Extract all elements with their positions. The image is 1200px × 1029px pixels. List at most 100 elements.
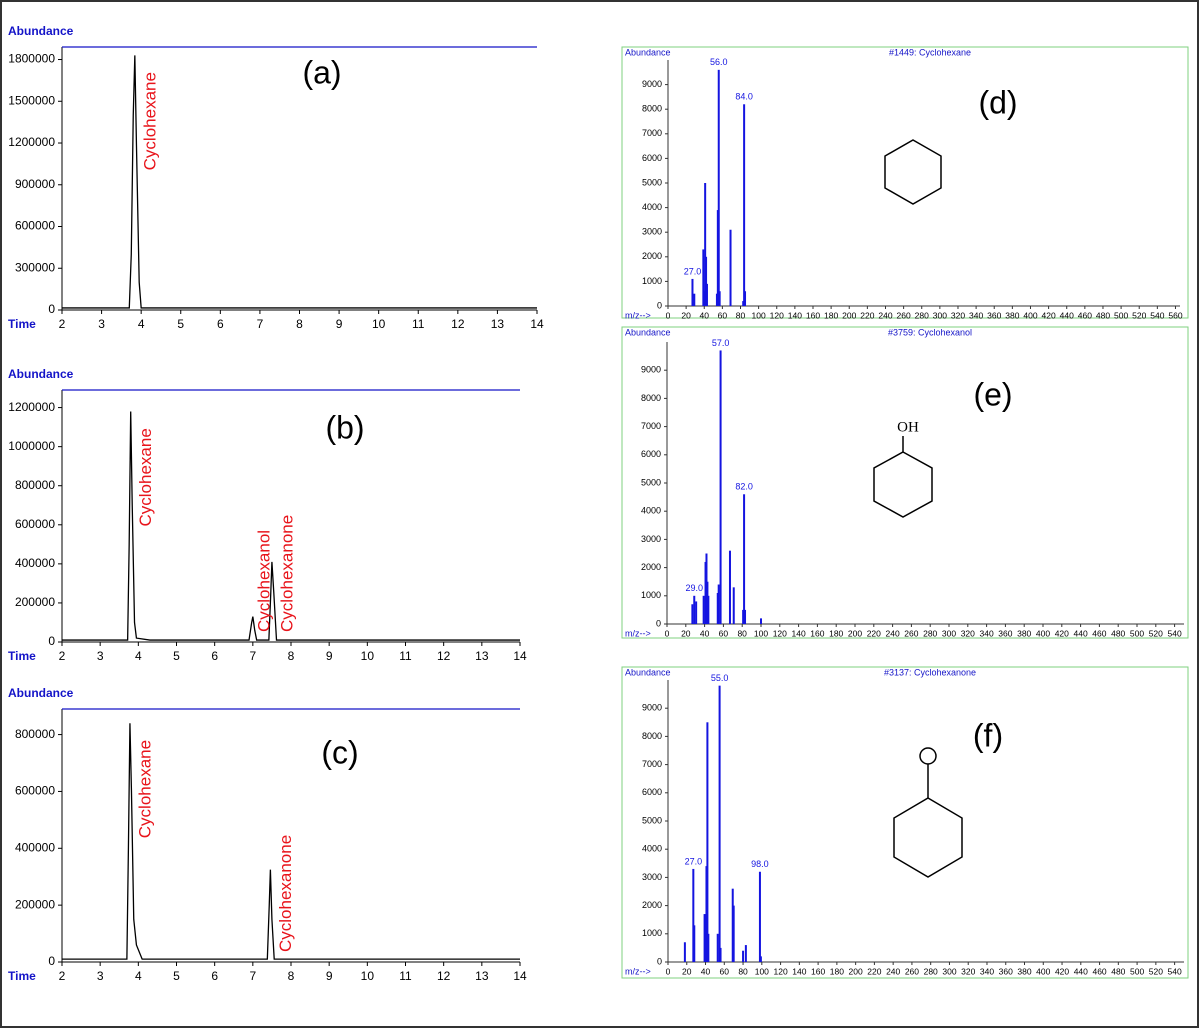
- y-tick-label: 600000: [15, 219, 55, 233]
- x-tick-label: 13: [475, 649, 489, 663]
- spectrum-peak: [692, 868, 695, 962]
- x-tick-label: 3: [97, 649, 104, 663]
- y-tick-label: 600000: [15, 784, 55, 798]
- spectrum-peak: [744, 609, 747, 624]
- spectrum-peak: [702, 595, 705, 624]
- x-tick-label: 80: [738, 966, 748, 976]
- x-tick-label: 380: [1017, 966, 1031, 976]
- x-tick-label: 400: [1023, 310, 1037, 320]
- panel-label: (f): [973, 717, 1003, 753]
- spectrum-peak: [732, 587, 735, 624]
- x-tick-label: 400: [1036, 966, 1050, 976]
- y-tick-label: 7000: [641, 421, 661, 431]
- x-tick-label: 240: [878, 310, 892, 320]
- x-tick-label: 320: [951, 310, 965, 320]
- y-tick-label: 0: [48, 302, 55, 316]
- panel-label: (c): [321, 734, 358, 770]
- x-tick-label: 480: [1111, 966, 1125, 976]
- x-tick-label: 5: [173, 649, 180, 663]
- spectrum-peak: [717, 69, 720, 306]
- peak-annotation: Cyclohexane: [135, 740, 154, 838]
- y-tick-label: 3000: [641, 534, 661, 544]
- peak-label: 29.0: [685, 583, 703, 593]
- spectrum-frame: [621, 666, 1189, 979]
- x-tick-label: 440: [1074, 966, 1088, 976]
- y-tick-label: 900000: [15, 177, 55, 191]
- x-tick-label: 540: [1168, 966, 1182, 976]
- x-tick-label: 320: [961, 966, 975, 976]
- x-tick-label: 7: [249, 649, 256, 663]
- x-tick-label: 340: [980, 966, 994, 976]
- x-axis-title: Time: [8, 317, 36, 331]
- spectrum-peak: [744, 291, 747, 306]
- x-tick-label: 0: [666, 310, 671, 320]
- x-tick-label: 320: [961, 628, 975, 638]
- y-tick-label: 600000: [15, 517, 55, 531]
- spectrum-peak: [705, 256, 708, 306]
- x-tick-label: 20: [681, 310, 691, 320]
- y-axis-title: Abundance: [625, 47, 671, 57]
- spectrum-frame: [621, 46, 1189, 319]
- x-tick-label: 40: [701, 966, 711, 976]
- spectrum-peak: [702, 249, 705, 306]
- x-tick-label: 300: [942, 628, 956, 638]
- x-tick-label: 240: [886, 628, 900, 638]
- x-tick-label: 500: [1130, 628, 1144, 638]
- x-tick-label: 40: [700, 310, 710, 320]
- x-tick-label: 520: [1132, 310, 1146, 320]
- x-tick-label: 5: [173, 969, 180, 983]
- y-tick-label: 300000: [15, 260, 55, 274]
- x-tick-label: 340: [980, 628, 994, 638]
- spectrum-peak: [706, 722, 709, 962]
- x-tick-label: 140: [788, 310, 802, 320]
- x-tick-label: 260: [904, 628, 918, 638]
- y-tick-label: 1200000: [8, 400, 55, 414]
- x-tick-label: 460: [1078, 310, 1092, 320]
- y-tick-label: 8000: [641, 393, 661, 403]
- x-tick-label: 180: [830, 966, 844, 976]
- x-tick-label: 2: [59, 317, 66, 331]
- y-tick-label: 4000: [642, 202, 662, 212]
- x-tick-label: 140: [792, 966, 806, 976]
- spectrum-peak: [758, 871, 761, 962]
- x-tick-label: 540: [1150, 310, 1164, 320]
- spectrum-peak: [744, 945, 747, 962]
- y-tick-label: 6000: [642, 787, 662, 797]
- spectrum-peak: [729, 229, 732, 306]
- x-tick-label: 560: [1168, 310, 1182, 320]
- y-tick-label: 400000: [15, 556, 55, 570]
- y-axis-title: Abundance: [8, 686, 74, 700]
- x-tick-label: 8: [288, 969, 295, 983]
- peak-label: 82.0: [735, 482, 753, 492]
- x-axis-title: Time: [8, 969, 36, 983]
- x-tick-label: 9: [336, 317, 343, 331]
- peak-annotation: Cyclohexane: [136, 428, 155, 526]
- y-tick-label: 200000: [15, 595, 55, 609]
- x-tick-label: 14: [530, 317, 544, 331]
- x-tick-label: 220: [867, 628, 881, 638]
- x-axis-title: m/z-->: [625, 310, 651, 320]
- y-tick-label: 0: [657, 956, 662, 966]
- x-tick-label: 100: [752, 310, 766, 320]
- spectrum-title: #1449: Cyclohexane: [889, 47, 971, 57]
- x-tick-label: 80: [737, 628, 747, 638]
- y-tick-label: 5000: [641, 477, 661, 487]
- y-tick-label: 0: [48, 634, 55, 648]
- x-tick-label: 4: [135, 649, 142, 663]
- x-axis-title: m/z-->: [625, 966, 651, 976]
- y-tick-label: 3000: [642, 227, 662, 237]
- spectrum-peak: [683, 942, 686, 962]
- cyclohexanol-structure: [873, 451, 933, 518]
- peak-label: 27.0: [684, 266, 702, 276]
- x-tick-label: 0: [666, 966, 671, 976]
- spectrum-peak: [707, 595, 710, 624]
- peak-annotation: Cyclohexane: [140, 72, 159, 170]
- spectrum-peak: [743, 104, 746, 306]
- x-tick-label: 460: [1092, 628, 1106, 638]
- x-tick-label: 440: [1074, 628, 1088, 638]
- chromatogram-line: [62, 55, 537, 309]
- x-tick-label: 200: [848, 628, 862, 638]
- spectrum-peak: [693, 293, 696, 306]
- y-axis-title: Abundance: [8, 24, 74, 38]
- y-tick-label: 5000: [642, 177, 662, 187]
